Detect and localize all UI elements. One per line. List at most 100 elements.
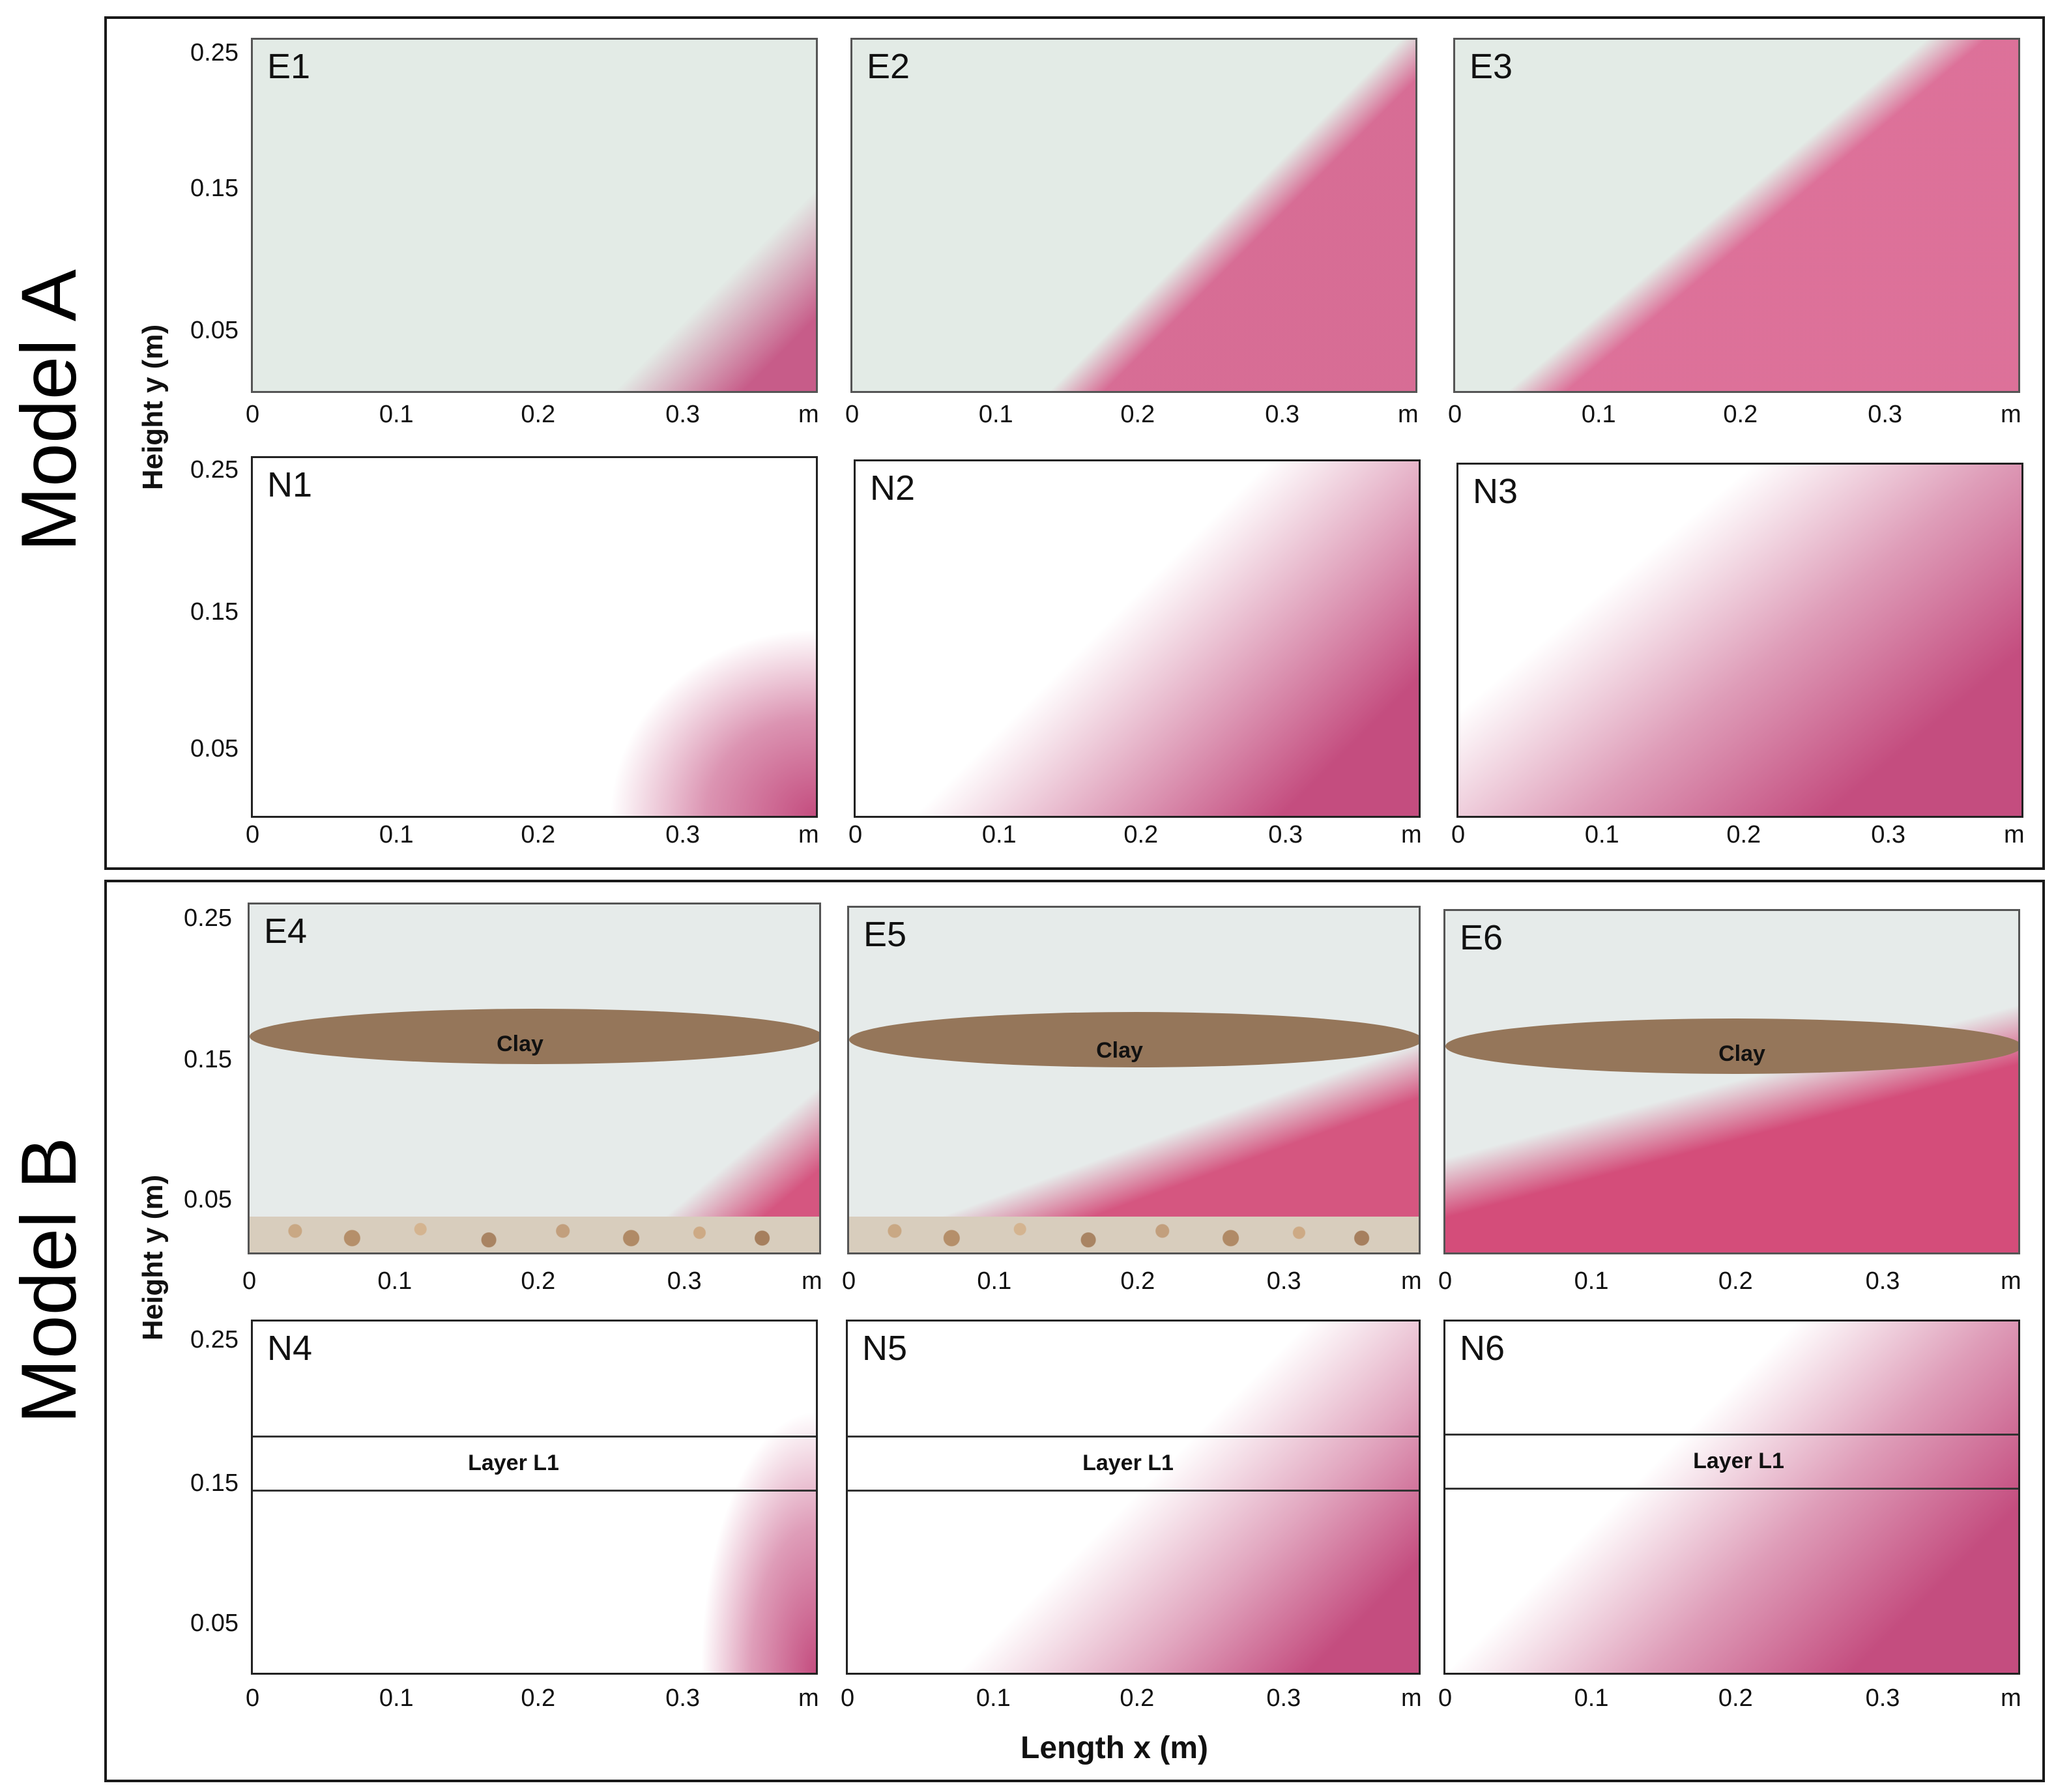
y-tick: 0.15 bbox=[190, 175, 239, 202]
x-tick: 0.1 bbox=[379, 401, 414, 428]
x-tick: 0.3 bbox=[665, 401, 701, 428]
x-tick: 0.1 bbox=[981, 821, 1017, 848]
x-tick: m bbox=[798, 1684, 819, 1712]
x-tick: 0.2 bbox=[521, 821, 556, 848]
x-tick: 0.2 bbox=[1718, 1684, 1753, 1712]
y-tick: 0.25 bbox=[190, 39, 239, 66]
model-a-label: Model A bbox=[5, 269, 93, 552]
layer-bottom-line bbox=[1445, 1488, 2018, 1490]
clay-label: Clay bbox=[1096, 1038, 1143, 1063]
panel-label: N3 bbox=[1473, 472, 1518, 511]
panel-label: E3 bbox=[1470, 47, 1513, 86]
panel-n4: N4 Layer L1 bbox=[251, 1320, 818, 1675]
x-tick: 0.3 bbox=[1268, 821, 1303, 848]
x-tick: 0 bbox=[1438, 1267, 1453, 1295]
clay-layer bbox=[1445, 1019, 2018, 1074]
x-tick: 0 bbox=[246, 401, 260, 428]
panel-label: N4 bbox=[267, 1329, 313, 1368]
x-tick: 0.1 bbox=[977, 1267, 1012, 1295]
clay-layer bbox=[849, 1012, 1419, 1067]
x-tick: 0 bbox=[242, 1267, 257, 1295]
x-tick: 0.2 bbox=[1120, 401, 1155, 428]
layer-bottom-line bbox=[848, 1490, 1419, 1492]
x-tick: m bbox=[1401, 1267, 1422, 1295]
y-tick: 0.05 bbox=[190, 735, 239, 762]
layer-top-line bbox=[253, 1436, 816, 1438]
panel-n3: N3 bbox=[1456, 463, 2023, 818]
x-tick: 0.2 bbox=[521, 401, 556, 428]
clay-label: Clay bbox=[497, 1032, 543, 1056]
panel-e3: E3 bbox=[1453, 38, 2020, 393]
model-a-frame bbox=[104, 16, 2045, 870]
x-tick: 0 bbox=[845, 401, 860, 428]
x-tick: 0 bbox=[841, 1684, 855, 1712]
clay-label: Clay bbox=[1718, 1041, 1765, 1066]
panel-e1: E1 bbox=[251, 38, 818, 393]
x-tick: m bbox=[2001, 1267, 2021, 1295]
gravel-layer bbox=[250, 1217, 819, 1252]
x-tick: 0.1 bbox=[1584, 821, 1619, 848]
x-tick: m bbox=[1401, 821, 1422, 848]
x-tick: 0.1 bbox=[1574, 1684, 1609, 1712]
x-tick: 0.2 bbox=[1723, 401, 1758, 428]
x-tick: m bbox=[1398, 401, 1419, 428]
clay-layer bbox=[250, 1009, 819, 1064]
x-tick: 0.1 bbox=[1574, 1267, 1609, 1295]
layer-bottom-line bbox=[253, 1490, 816, 1492]
panel-label: E4 bbox=[264, 912, 308, 951]
x-tick: 0.1 bbox=[379, 821, 414, 848]
panel-label: N6 bbox=[1460, 1329, 1505, 1368]
y-tick: 0.25 bbox=[190, 1326, 239, 1353]
y-axis-title-model-b: Height y (m) bbox=[137, 1174, 169, 1341]
x-tick: 0 bbox=[1451, 821, 1466, 848]
y-axis-title-model-a: Height y (m) bbox=[137, 324, 169, 491]
x-tick: 0 bbox=[1438, 1684, 1453, 1712]
y-tick: 0.05 bbox=[190, 317, 239, 344]
layer-label: Layer L1 bbox=[468, 1451, 559, 1475]
x-tick: 0.3 bbox=[1868, 401, 1903, 428]
x-tick: m bbox=[2001, 401, 2021, 428]
x-tick: 0.3 bbox=[1265, 401, 1300, 428]
x-tick: m bbox=[1401, 1684, 1422, 1712]
x-tick: 0 bbox=[246, 821, 260, 848]
panel-label: E2 bbox=[867, 47, 910, 86]
x-tick: m bbox=[2001, 1684, 2021, 1712]
x-tick: 0.1 bbox=[379, 1684, 414, 1712]
x-tick: m bbox=[802, 1267, 822, 1295]
y-tick: 0.15 bbox=[190, 598, 239, 626]
x-tick: 0.2 bbox=[521, 1267, 556, 1295]
y-tick: 0.05 bbox=[190, 1610, 239, 1637]
x-tick: 0.1 bbox=[978, 401, 1013, 428]
panel-n6: N6 Layer L1 bbox=[1443, 1320, 2020, 1675]
panel-e4: E4 Clay bbox=[248, 903, 821, 1254]
layer-label: Layer L1 bbox=[1693, 1449, 1784, 1473]
x-tick: 0.1 bbox=[1581, 401, 1616, 428]
y-tick: 0.15 bbox=[184, 1046, 232, 1073]
layer-top-line bbox=[1445, 1434, 2018, 1436]
x-tick: 0 bbox=[848, 821, 863, 848]
model-b-frame bbox=[104, 880, 2045, 1782]
x-tick: 0.3 bbox=[1865, 1267, 1900, 1295]
y-tick: 0.25 bbox=[184, 904, 232, 932]
layer-label: Layer L1 bbox=[1082, 1451, 1174, 1475]
panel-label: E1 bbox=[267, 47, 311, 86]
x-tick: m bbox=[2004, 821, 2025, 848]
x-tick: 0.3 bbox=[1266, 1267, 1301, 1295]
x-tick: 0 bbox=[1448, 401, 1462, 428]
x-tick: 0 bbox=[842, 1267, 856, 1295]
x-tick: m bbox=[798, 401, 819, 428]
panel-label: E5 bbox=[863, 915, 907, 954]
panel-e5: E5 Clay bbox=[847, 906, 1421, 1254]
x-tick: 0.2 bbox=[1726, 821, 1761, 848]
panel-e2: E2 bbox=[850, 38, 1417, 393]
x-tick: m bbox=[798, 821, 819, 848]
x-tick: 0.3 bbox=[665, 821, 701, 848]
panel-n1: N1 bbox=[251, 456, 818, 818]
layer-top-line bbox=[848, 1436, 1419, 1438]
x-tick: 0.3 bbox=[1266, 1684, 1301, 1712]
x-tick: 0.2 bbox=[1718, 1267, 1753, 1295]
panel-label: N5 bbox=[862, 1329, 908, 1368]
gravel-layer bbox=[849, 1217, 1419, 1252]
panel-label: E6 bbox=[1460, 918, 1503, 957]
x-tick: 0 bbox=[246, 1684, 260, 1712]
